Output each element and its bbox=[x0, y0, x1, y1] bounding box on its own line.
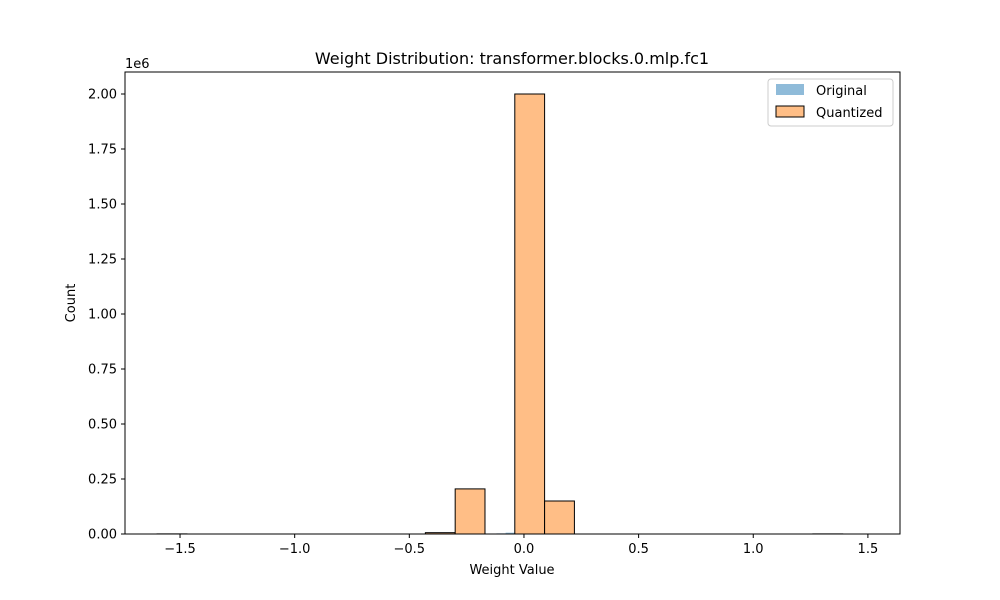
y-tick-label: 1.25 bbox=[88, 253, 117, 268]
series-quantized bbox=[156, 93, 844, 535]
bar-original bbox=[505, 532, 515, 534]
bar-quantized bbox=[544, 500, 575, 535]
x-tick-label: 1.5 bbox=[858, 542, 879, 557]
plot-frame bbox=[124, 71, 901, 535]
legend-label-original: Original bbox=[816, 84, 867, 99]
bar-quantized bbox=[514, 93, 546, 535]
y-axis-ticks: 0.00 0.25 0.50 0.75 1.00 1.25 1.50 1.75 2.00 bbox=[88, 88, 125, 543]
y-tick-label: 0.75 bbox=[88, 363, 117, 378]
y-tick-label: 0.00 bbox=[88, 528, 117, 543]
bars-layer bbox=[156, 93, 844, 535]
y-tick-label: 1.50 bbox=[88, 198, 117, 213]
y-axis-offset-label: 1e6 bbox=[125, 57, 150, 72]
y-tick-label: 1.75 bbox=[88, 143, 117, 158]
legend-swatch-quantized bbox=[775, 105, 805, 118]
bar-quantized bbox=[454, 488, 486, 535]
x-tick-label: 0.0 bbox=[514, 542, 535, 557]
x-axis-label: Weight Value bbox=[469, 563, 554, 578]
x-tick-label: 1.0 bbox=[743, 542, 764, 557]
x-tick-label: −1.5 bbox=[164, 542, 196, 557]
chart-title: Weight Distribution: transformer.blocks.… bbox=[315, 49, 709, 68]
x-axis-ticks: −1.5 −1.0 −0.5 0.0 0.5 1.0 1.5 bbox=[164, 534, 878, 557]
y-tick-label: 1.00 bbox=[88, 308, 117, 323]
x-tick-label: −0.5 bbox=[394, 542, 426, 557]
legend-label-quantized: Quantized bbox=[816, 106, 882, 121]
legend: Original Quantized bbox=[767, 78, 894, 127]
y-tick-label: 0.25 bbox=[88, 473, 117, 488]
legend-swatch-original bbox=[776, 84, 804, 95]
y-tick-label: 2.00 bbox=[88, 88, 117, 103]
y-axis-label: Count bbox=[64, 284, 79, 323]
x-tick-label: −1.0 bbox=[279, 542, 311, 557]
x-tick-label: 0.5 bbox=[628, 542, 649, 557]
y-tick-label: 0.50 bbox=[88, 418, 117, 433]
